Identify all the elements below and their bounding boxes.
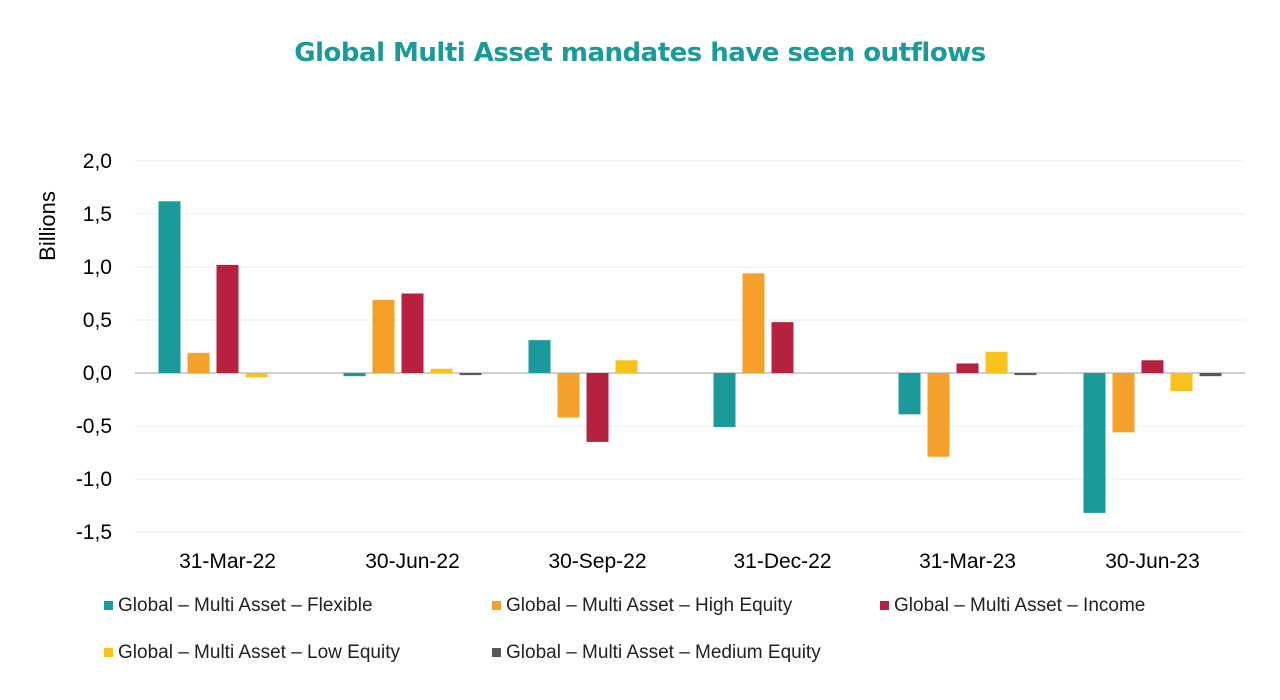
bar bbox=[459, 373, 482, 376]
x-tick-label: 30-Sep-22 bbox=[548, 550, 646, 573]
legend-swatch bbox=[104, 601, 113, 610]
legend-swatch bbox=[880, 601, 889, 610]
y-tick-label: 1,5 bbox=[83, 203, 112, 226]
legend-swatch bbox=[104, 648, 113, 657]
gridlines bbox=[135, 160, 1245, 533]
x-axis-ticks: 31-Mar-22 30-Jun-22 30-Sep-22 31-Dec-22 31-M… bbox=[179, 550, 1200, 573]
y-axis-title: Billions bbox=[35, 191, 60, 261]
bar bbox=[401, 293, 424, 373]
bar bbox=[1170, 373, 1193, 392]
bar bbox=[713, 373, 736, 428]
bar bbox=[158, 201, 181, 373]
y-tick-label: -1,5 bbox=[76, 521, 112, 544]
bar bbox=[343, 373, 366, 377]
y-tick-label: 0,0 bbox=[83, 362, 112, 385]
bar bbox=[372, 299, 395, 373]
bars bbox=[158, 201, 1222, 513]
y-tick-label: -0,5 bbox=[76, 415, 112, 438]
bar bbox=[742, 273, 765, 373]
x-tick-label: 31-Dec-22 bbox=[733, 550, 831, 573]
y-tick-label: 1,0 bbox=[83, 256, 112, 279]
bar bbox=[771, 322, 794, 373]
bar bbox=[898, 373, 921, 415]
chart-title: Global Multi Asset mandates have seen ou… bbox=[294, 38, 986, 68]
x-tick-label: 31-Mar-23 bbox=[919, 550, 1016, 573]
x-tick-label: 30-Jun-22 bbox=[365, 550, 460, 573]
legend-label: Global – Multi Asset – High Equity bbox=[506, 595, 793, 616]
legend-swatch bbox=[492, 601, 501, 610]
x-tick-label: 30-Jun-23 bbox=[1105, 550, 1200, 573]
bar bbox=[1014, 373, 1037, 376]
bar bbox=[528, 340, 551, 373]
legend-label: Global – Multi Asset – Low Equity bbox=[118, 642, 400, 663]
legend-label: Global – Multi Asset – Flexible bbox=[118, 595, 373, 616]
y-axis-ticks: 2,0 1,5 1,0 0,5 0,0 -0,5 -1,0 -1,5 bbox=[76, 150, 112, 544]
legend-label: Global – Multi Asset – Income bbox=[894, 595, 1145, 616]
bar bbox=[1112, 373, 1135, 433]
bar bbox=[557, 373, 580, 418]
legend-label: Global – Multi Asset – Medium Equity bbox=[506, 642, 821, 663]
bar bbox=[1199, 373, 1222, 377]
bar bbox=[1141, 360, 1164, 373]
bar bbox=[956, 363, 979, 373]
y-tick-label: 2,0 bbox=[83, 150, 112, 173]
x-tick-label: 31-Mar-22 bbox=[179, 550, 276, 573]
bar bbox=[1083, 373, 1106, 513]
bar bbox=[245, 373, 268, 378]
bar bbox=[187, 352, 210, 373]
bar bbox=[985, 351, 1008, 373]
bar bbox=[430, 368, 453, 373]
legend-swatch bbox=[492, 648, 501, 657]
legend: Global – Multi Asset – Flexible Global – … bbox=[104, 595, 1145, 663]
y-tick-label: -1,0 bbox=[76, 468, 112, 491]
bar bbox=[586, 373, 609, 442]
bar bbox=[216, 264, 239, 373]
y-tick-label: 0,5 bbox=[83, 309, 112, 332]
bar bbox=[927, 373, 950, 457]
bar bbox=[615, 360, 638, 373]
